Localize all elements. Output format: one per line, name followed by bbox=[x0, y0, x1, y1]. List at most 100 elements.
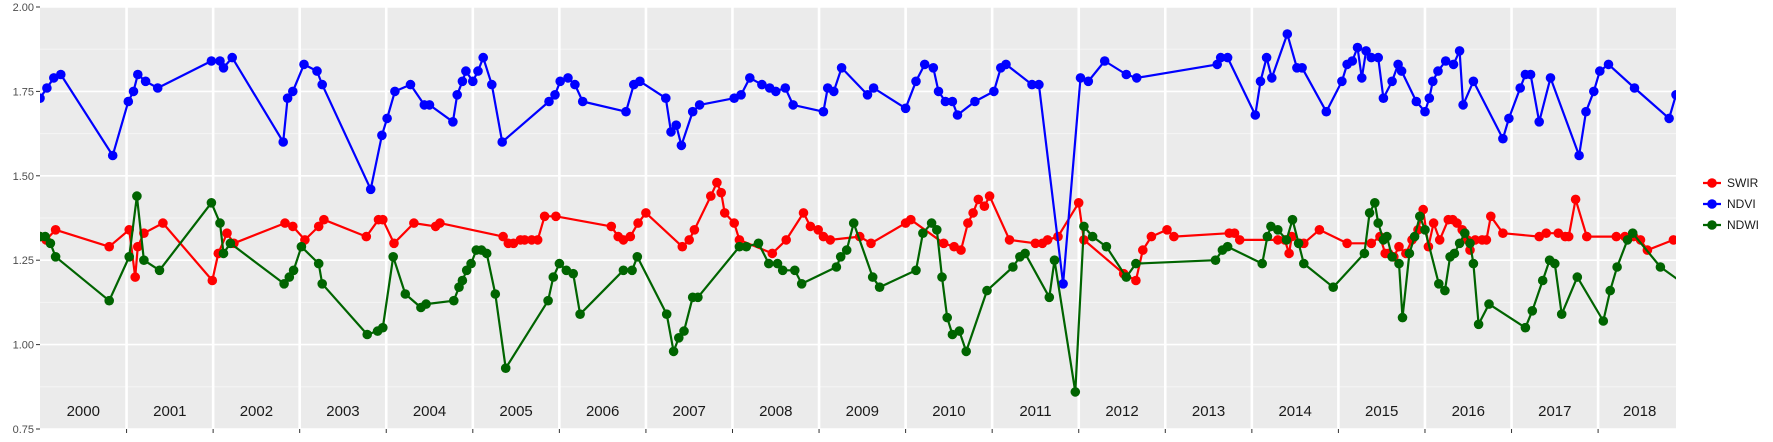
data-point-ndvi bbox=[1411, 96, 1422, 107]
data-point-ndwi bbox=[466, 258, 476, 269]
data-point-ndvi bbox=[829, 86, 839, 97]
data-point-ndwi bbox=[841, 245, 852, 255]
data-point-ndwi bbox=[1605, 285, 1615, 296]
year-label: 2001 bbox=[153, 403, 186, 420]
data-point-swir bbox=[781, 235, 791, 245]
data-point-ndwi bbox=[848, 218, 859, 228]
data-point-ndwi bbox=[772, 258, 783, 269]
data-point-ndvi bbox=[468, 76, 478, 87]
legend-label: NDWI bbox=[1727, 218, 1759, 232]
data-point-ndwi bbox=[225, 238, 236, 249]
data-point-ndwi bbox=[1070, 387, 1081, 397]
data-point-ndvi bbox=[1448, 59, 1459, 70]
data-point-ndwi bbox=[1008, 262, 1018, 272]
data-point-ndvi bbox=[1001, 59, 1011, 70]
series-ndvi bbox=[40, 29, 1676, 289]
legend-key-point bbox=[1707, 220, 1717, 230]
data-point-ndvi bbox=[1215, 52, 1226, 63]
data-point-ndwi bbox=[279, 279, 289, 289]
data-point-ndwi bbox=[982, 285, 992, 296]
y-tick-label: 0.75 bbox=[13, 424, 34, 436]
series-group bbox=[40, 29, 1707, 397]
data-point-ndwi bbox=[421, 299, 431, 309]
data-point-ndwi bbox=[693, 292, 703, 303]
data-point-ndwi bbox=[362, 329, 373, 340]
data-point-ndwi bbox=[926, 218, 937, 228]
data-point-ndwi bbox=[1044, 292, 1055, 303]
data-point-swir bbox=[1611, 231, 1622, 242]
data-point-swir bbox=[519, 235, 530, 245]
data-point-ndwi bbox=[215, 218, 225, 228]
data-point-ndvi bbox=[1282, 29, 1293, 39]
data-point-ndvi bbox=[635, 76, 645, 87]
data-point-ndwi bbox=[500, 363, 511, 374]
data-point-ndwi bbox=[1527, 306, 1538, 316]
data-point-ndwi bbox=[1572, 272, 1583, 282]
data-point-ndvi bbox=[1589, 86, 1599, 97]
data-point-ndvi bbox=[1603, 59, 1614, 70]
data-point-ndwi bbox=[753, 238, 764, 249]
data-point-ndwi bbox=[1622, 235, 1633, 245]
data-point-swir bbox=[222, 228, 232, 238]
data-point-ndwi bbox=[954, 326, 965, 336]
data-point-ndvi bbox=[1424, 93, 1435, 103]
year-label: 2012 bbox=[1105, 403, 1138, 420]
data-point-ndwi bbox=[835, 251, 846, 262]
data-point-ndwi bbox=[288, 265, 299, 276]
data-point-ndvi bbox=[1255, 76, 1266, 87]
year-label: 2006 bbox=[586, 403, 619, 420]
data-point-ndwi bbox=[1404, 248, 1415, 259]
data-point-ndwi bbox=[1101, 241, 1112, 252]
data-point-ndwi bbox=[132, 191, 142, 201]
year-label: 2005 bbox=[499, 403, 532, 420]
data-point-ndwi bbox=[1079, 221, 1089, 232]
data-point-ndvi bbox=[577, 96, 588, 107]
data-point-ndvi bbox=[461, 66, 471, 76]
data-point-ndwi bbox=[918, 228, 928, 238]
data-point-ndwi bbox=[632, 251, 643, 262]
data-point-ndwi bbox=[1556, 309, 1567, 320]
data-point-ndvi bbox=[1454, 46, 1465, 56]
data-point-swir bbox=[207, 275, 218, 286]
data-point-ndwi bbox=[777, 265, 788, 276]
data-point-ndvi bbox=[382, 113, 392, 124]
y-tick-label: 1.75 bbox=[13, 86, 34, 98]
data-point-ndwi bbox=[1262, 231, 1273, 242]
data-point-ndwi bbox=[575, 309, 585, 320]
data-point-swir bbox=[1162, 225, 1172, 235]
data-point-ndvi bbox=[694, 100, 705, 110]
data-point-swir bbox=[1428, 218, 1439, 228]
data-point-ndvi bbox=[1420, 106, 1430, 117]
data-point-ndwi bbox=[831, 262, 842, 272]
data-point-ndwi bbox=[1468, 258, 1479, 269]
data-point-ndwi bbox=[1449, 248, 1460, 259]
legend-item-ndwi: NDWI bbox=[1703, 218, 1759, 232]
data-point-ndvi bbox=[862, 90, 873, 100]
data-point-ndwi bbox=[741, 241, 752, 252]
x-axis: 2000 2001 2002 2003 2004 2005 2006 2007 2008 2009… bbox=[67, 403, 1656, 433]
data-point-ndwi bbox=[627, 265, 637, 276]
data-point-ndwi bbox=[124, 251, 134, 262]
data-point-ndwi bbox=[661, 309, 672, 320]
data-point-ndwi bbox=[1697, 269, 1707, 279]
data-point-swir bbox=[1342, 238, 1352, 249]
data-point-swir bbox=[539, 211, 550, 222]
data-point-ndvi bbox=[771, 86, 781, 97]
data-point-swir bbox=[1394, 241, 1404, 252]
data-point-ndvi bbox=[1222, 52, 1233, 63]
data-point-ndwi bbox=[1049, 255, 1060, 265]
data-point-ndwi bbox=[206, 198, 217, 208]
data-point-ndwi bbox=[1473, 319, 1484, 330]
data-point-ndvi bbox=[128, 86, 139, 97]
data-point-swir bbox=[805, 221, 816, 232]
data-point-ndwi bbox=[1627, 228, 1638, 238]
data-point-ndvi bbox=[555, 76, 565, 87]
data-point-ndvi bbox=[123, 96, 134, 107]
data-point-ndvi bbox=[1468, 76, 1479, 87]
data-point-swir bbox=[1563, 231, 1574, 242]
data-point-ndvi bbox=[1337, 76, 1347, 87]
data-point-ndwi bbox=[449, 295, 459, 306]
data-point-ndwi bbox=[668, 346, 679, 357]
data-point-ndwi bbox=[104, 295, 114, 306]
data-point-swir bbox=[1229, 228, 1240, 238]
